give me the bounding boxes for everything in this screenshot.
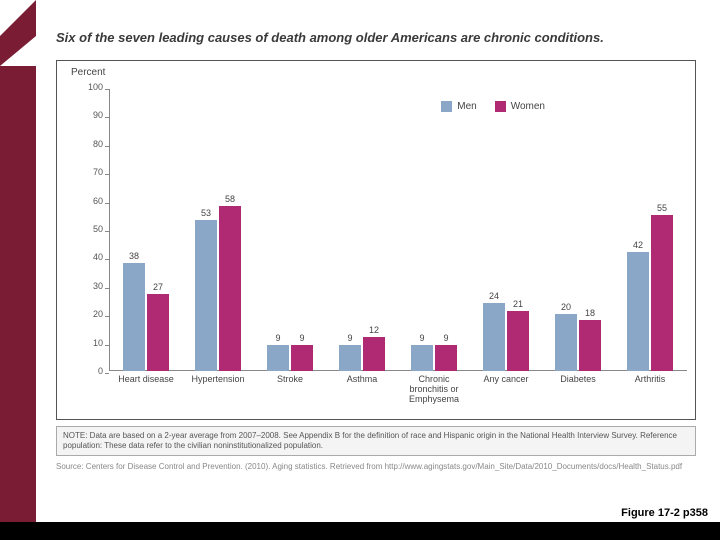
bar-women: 12 xyxy=(363,337,385,371)
accent-column xyxy=(0,0,36,540)
category-label: Diabetes xyxy=(546,375,610,385)
y-tick-label: 50 xyxy=(93,224,103,234)
bar-value-women: 58 xyxy=(219,194,241,204)
bar-value-men: 42 xyxy=(627,240,649,250)
bar-value-women: 21 xyxy=(507,299,529,309)
category-label: Arthritis xyxy=(618,375,682,385)
y-tick-mark xyxy=(105,89,109,90)
bar-women: 9 xyxy=(435,345,457,371)
bar-men: 24 xyxy=(483,303,505,371)
accent-bar xyxy=(0,66,36,540)
chart-note: NOTE: Data are based on a 2-year average… xyxy=(56,426,696,456)
bar-value-women: 12 xyxy=(363,325,385,335)
category-label: Heart disease xyxy=(114,375,178,385)
y-tick-label: 80 xyxy=(93,139,103,149)
bar-value-women: 9 xyxy=(435,333,457,343)
slide-title: Six of the seven leading causes of death… xyxy=(56,30,700,45)
y-tick-label: 40 xyxy=(93,252,103,262)
bar-men: 42 xyxy=(627,252,649,371)
y-tick-mark xyxy=(105,259,109,260)
bar-value-women: 55 xyxy=(651,203,673,213)
bar-value-men: 24 xyxy=(483,291,505,301)
y-tick-label: 10 xyxy=(93,338,103,348)
chart-frame: Percent Men Women 3827Heart disease5358H… xyxy=(56,60,696,420)
category-label: Any cancer xyxy=(474,375,538,385)
bar-value-men: 9 xyxy=(339,333,361,343)
bars-area: 3827Heart disease5358Hypertension99Strok… xyxy=(109,89,683,371)
y-tick-mark xyxy=(105,231,109,232)
y-tick-mark xyxy=(105,345,109,346)
bar-value-men: 9 xyxy=(411,333,433,343)
y-tick-mark xyxy=(105,146,109,147)
bar-men: 38 xyxy=(123,263,145,371)
bar-men: 9 xyxy=(411,345,433,371)
bar-value-men: 20 xyxy=(555,302,577,312)
bar-value-men: 38 xyxy=(123,251,145,261)
y-tick-label: 0 xyxy=(98,366,103,376)
bar-women: 55 xyxy=(651,215,673,371)
bar-men: 53 xyxy=(195,220,217,371)
category-label: Hypertension xyxy=(186,375,250,385)
y-tick-mark xyxy=(105,174,109,175)
y-tick-label: 20 xyxy=(93,309,103,319)
accent-top-triangle xyxy=(0,0,36,36)
bar-women: 9 xyxy=(291,345,313,371)
bar-value-women: 27 xyxy=(147,282,169,292)
figure-reference: Figure 17-2 p358 xyxy=(617,506,712,520)
bottom-strip xyxy=(0,522,720,540)
y-tick-mark xyxy=(105,117,109,118)
bar-women: 58 xyxy=(219,206,241,371)
category-label: Chronic bronchitis or Emphysema xyxy=(402,375,466,405)
plot-area: 3827Heart disease5358Hypertension99Strok… xyxy=(109,89,683,371)
y-tick-label: 70 xyxy=(93,167,103,177)
category-label: Asthma xyxy=(330,375,394,385)
y-tick-label: 90 xyxy=(93,110,103,120)
y-tick-label: 30 xyxy=(93,281,103,291)
y-tick-mark xyxy=(105,203,109,204)
bar-men: 9 xyxy=(267,345,289,371)
bar-women: 21 xyxy=(507,311,529,371)
y-tick-mark xyxy=(105,288,109,289)
bar-value-women: 18 xyxy=(579,308,601,318)
y-tick-mark xyxy=(105,373,109,374)
category-label: Stroke xyxy=(258,375,322,385)
bar-value-women: 9 xyxy=(291,333,313,343)
y-tick-label: 60 xyxy=(93,196,103,206)
bar-women: 27 xyxy=(147,294,169,371)
y-axis-title: Percent xyxy=(71,67,105,78)
slide-page: Six of the seven leading causes of death… xyxy=(0,0,720,540)
bar-men: 9 xyxy=(339,345,361,371)
bar-value-men: 9 xyxy=(267,333,289,343)
source-citation: Source: Centers for Disease Control and … xyxy=(56,462,696,471)
accent-bottom-triangle xyxy=(0,36,36,66)
bar-men: 20 xyxy=(555,314,577,371)
y-tick-label: 100 xyxy=(88,82,103,92)
bar-value-men: 53 xyxy=(195,208,217,218)
y-tick-mark xyxy=(105,316,109,317)
bar-women: 18 xyxy=(579,320,601,371)
